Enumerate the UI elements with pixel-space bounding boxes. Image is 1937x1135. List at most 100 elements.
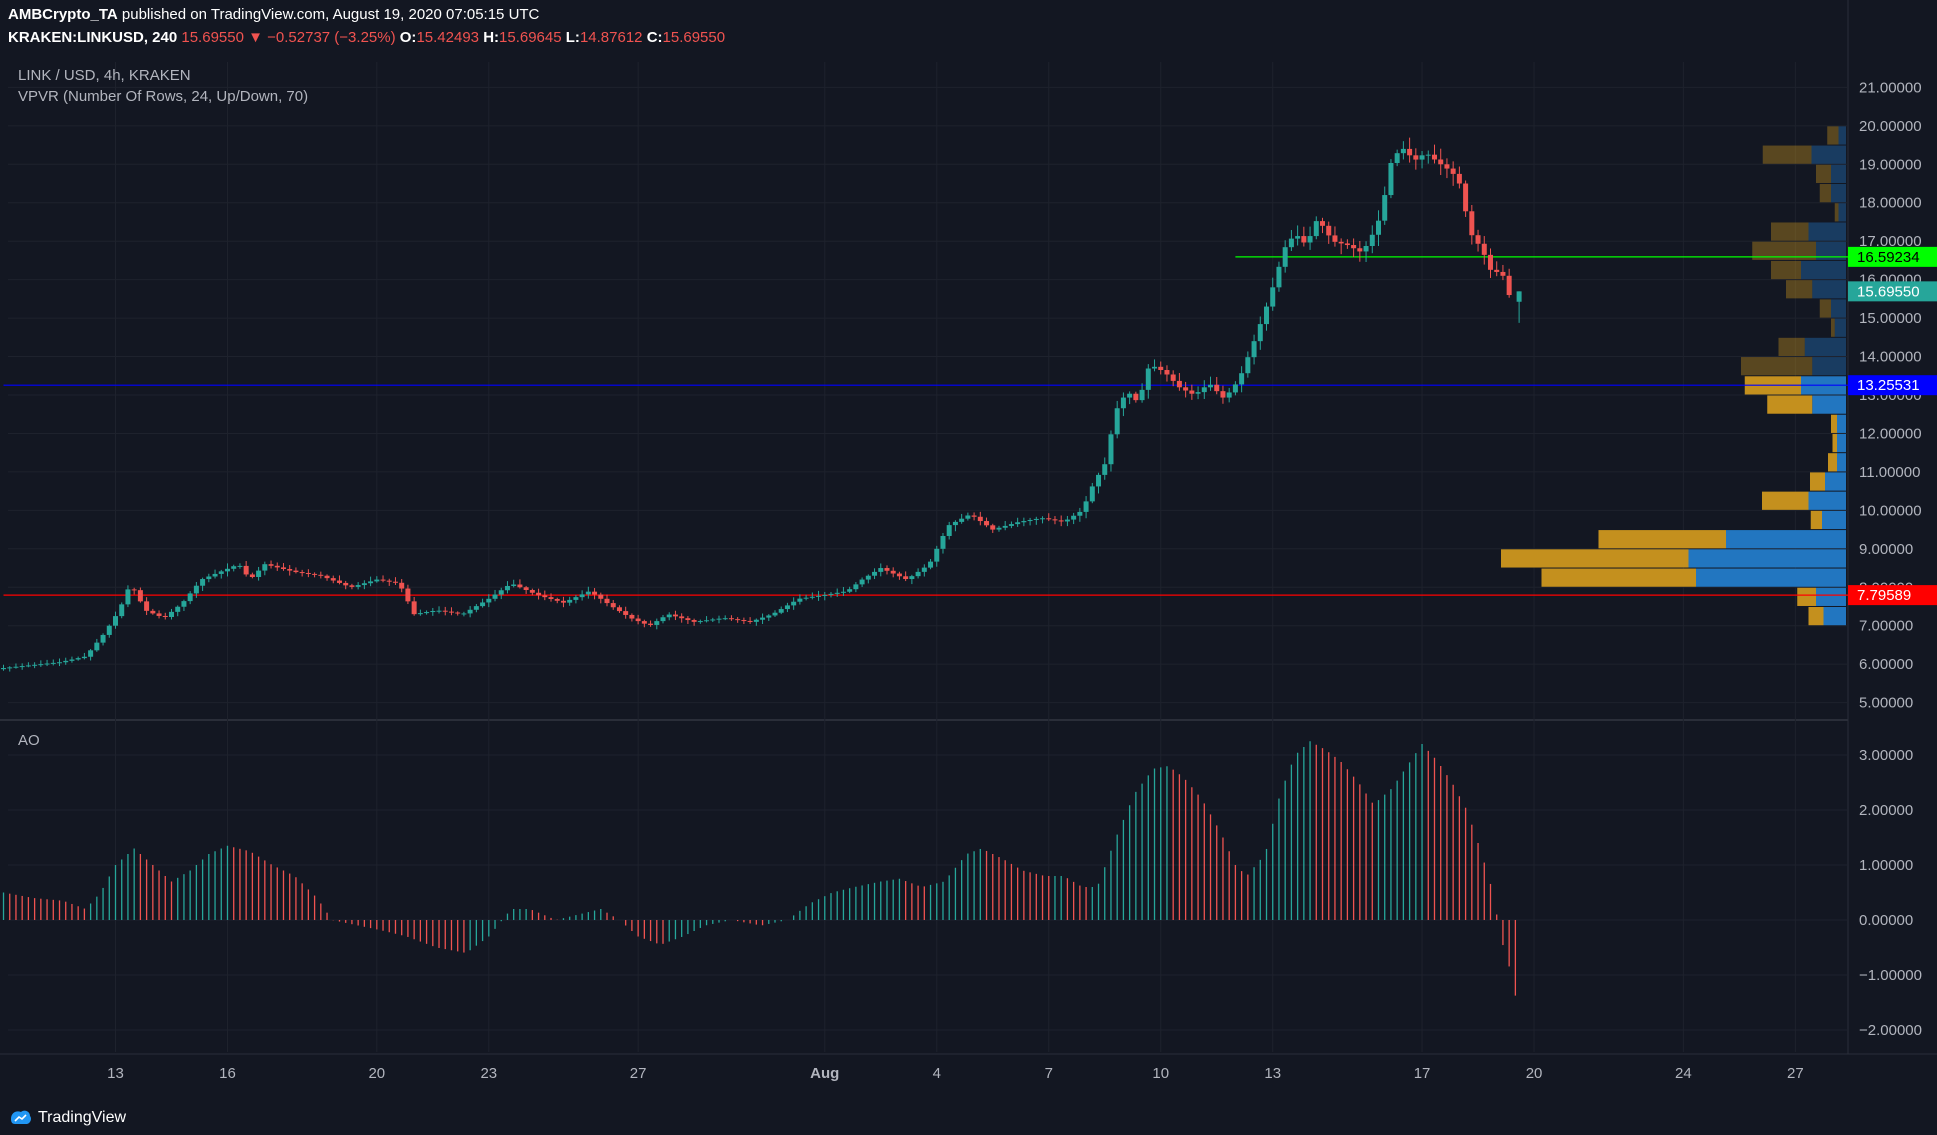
candle-body (1394, 153, 1400, 164)
candle-body (1077, 511, 1083, 516)
price-label-box (1848, 375, 1937, 396)
vp-up-bar (1811, 145, 1846, 164)
candle-body (81, 656, 87, 659)
candle-body (144, 601, 150, 611)
candle-body (268, 564, 274, 566)
time-tick-label: 24 (1675, 1065, 1692, 1082)
candle-body (816, 595, 822, 597)
candle-body (641, 621, 647, 624)
vp-up-bar (1831, 184, 1846, 203)
price-tick-label: 18.00000 (1859, 195, 1922, 212)
time-tick-label: 20 (1526, 1065, 1543, 1082)
high-label: H: (483, 29, 500, 46)
candle-body (872, 571, 878, 576)
candle-body (368, 581, 374, 584)
candle-body (853, 584, 859, 590)
time-tick-label: 27 (630, 1065, 647, 1082)
publish-info: AMBCrypto_TA published on TradingView.co… (8, 6, 539, 23)
candle-body (1295, 236, 1301, 239)
candle-body (517, 584, 523, 588)
high-value: 15.69645 (499, 29, 562, 46)
candle-body (299, 572, 305, 574)
candle-body (822, 594, 828, 596)
time-tick-label: 4 (933, 1065, 941, 1082)
time-tick-label: 17 (1414, 1065, 1431, 1082)
vp-up-bar (1822, 510, 1846, 530)
candle-body (69, 659, 75, 661)
price-tick-label: 9.00000 (1859, 541, 1913, 558)
candle-body (492, 594, 498, 599)
time-tick-label: 23 (480, 1065, 497, 1082)
candle-body (784, 605, 790, 610)
candle-body (94, 642, 100, 651)
time-tick-label: 10 (1152, 1065, 1169, 1082)
vp-down-bar (1762, 491, 1809, 510)
candle-body (834, 592, 840, 594)
tradingview-logo[interactable]: TradingView (10, 1109, 126, 1127)
candle-body (274, 565, 280, 568)
vp-up-bar (1812, 357, 1846, 376)
candle-body (486, 598, 492, 603)
vp-down-bar (1808, 606, 1824, 626)
candle-body (88, 650, 94, 657)
candle-body (666, 614, 672, 618)
candle-body (542, 595, 548, 598)
candle-body (579, 594, 585, 598)
candle-body (461, 613, 467, 615)
ao-tick-label: 0.00000 (1859, 912, 1913, 929)
candle-body (1176, 380, 1182, 388)
candle-body (635, 618, 641, 622)
candle-body (685, 618, 691, 621)
candle-body (399, 582, 405, 589)
candle-body (231, 566, 237, 569)
candle-body (131, 589, 137, 591)
candle-body (1431, 154, 1437, 160)
vp-down-bar (1771, 222, 1809, 241)
candle-body (791, 601, 797, 606)
vp-up-bar (1808, 491, 1846, 510)
vp-up-bar (1801, 260, 1846, 280)
candle-body (137, 590, 143, 602)
candle-body (1089, 486, 1095, 502)
price-label-text: 7.79589 (1857, 587, 1911, 604)
candle-body (380, 579, 386, 581)
candle-body (256, 570, 262, 578)
vp-down-bar (1827, 126, 1839, 145)
time-tick-label: 27 (1787, 1065, 1804, 1082)
candle-body (847, 589, 853, 592)
vpvr-indicator-label[interactable]: VPVR (Number Of Rows, 24, Up/Down, 70) (18, 88, 309, 105)
vp-up-bar (1726, 530, 1846, 549)
candle-body (1363, 245, 1369, 252)
candle-body (760, 617, 766, 620)
vp-up-bar (1812, 395, 1846, 414)
candle-body (1220, 391, 1226, 398)
candle-body (959, 518, 965, 522)
candle-body (940, 535, 946, 549)
candle-body (504, 585, 510, 591)
price-tick-label: 14.00000 (1859, 349, 1922, 366)
candle-body (1475, 235, 1481, 244)
candle-body (946, 525, 952, 536)
ao-indicator-label[interactable]: AO (18, 732, 40, 749)
candle-body (1400, 148, 1406, 154)
candle-body (218, 571, 224, 574)
close-value: 15.69550 (662, 29, 726, 46)
vp-down-bar (1541, 568, 1696, 587)
publisher-name[interactable]: AMBCrypto_TA (8, 6, 118, 23)
low-value: 14.87612 (579, 29, 643, 46)
price-label-text: 16.59234 (1857, 249, 1920, 266)
candle-body (1481, 243, 1487, 255)
candle-body (1500, 271, 1506, 276)
candle-body (934, 548, 940, 562)
candle-body (865, 575, 871, 580)
candle-body (648, 623, 654, 625)
vp-up-bar (1688, 549, 1846, 568)
ao-tick-label: 2.00000 (1859, 802, 1913, 819)
candle-body (896, 573, 902, 577)
horizontal-levels (3, 256, 1848, 596)
price-tick-label: 5.00000 (1859, 695, 1913, 712)
candle-body (1046, 518, 1052, 520)
vp-down-bar (1810, 510, 1822, 530)
candle-body (150, 610, 156, 614)
